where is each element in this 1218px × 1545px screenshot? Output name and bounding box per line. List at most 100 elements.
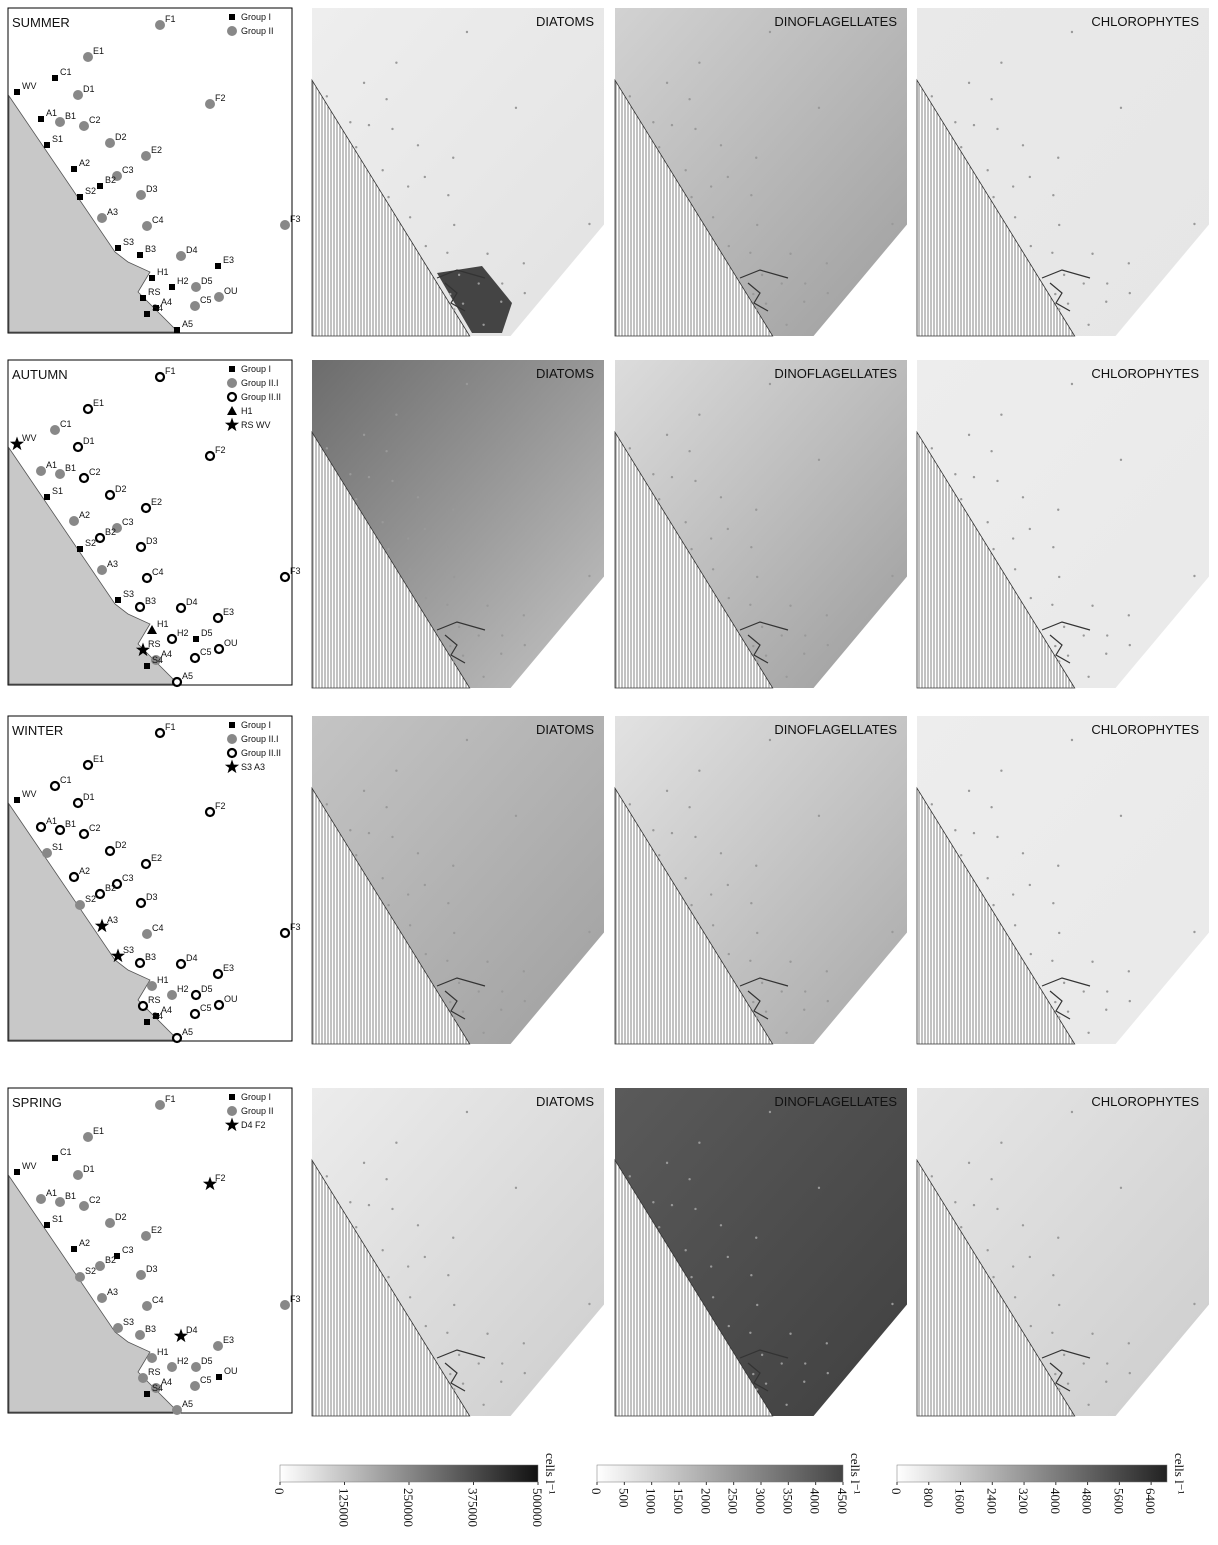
colorbar-tick-label: 5600 [1111, 1488, 1126, 1514]
station-marker [79, 1201, 89, 1211]
station-label: D1 [83, 436, 95, 446]
station-marker [70, 873, 78, 881]
station-dot [1014, 1296, 1016, 1298]
colorbar-tick-label: 0 [889, 1488, 904, 1495]
station-label: F3 [290, 1294, 301, 1304]
season-title: SUMMER [12, 15, 70, 30]
station-dot [453, 576, 455, 578]
station-dot [954, 829, 956, 831]
station-dot [368, 832, 370, 834]
station-dot [968, 82, 970, 84]
station-dot [666, 434, 668, 436]
station-dot [1012, 1265, 1014, 1267]
station-dot [1057, 865, 1059, 867]
colorbar-tick-label: 4000 [1048, 1488, 1063, 1514]
station-label: E1 [93, 398, 104, 408]
legend-symbol [228, 749, 236, 757]
station-dot [803, 653, 805, 655]
station-dot [818, 1187, 820, 1189]
station-dot [986, 169, 988, 171]
station-dot [515, 1187, 517, 1189]
station-dot [478, 1362, 480, 1364]
station-dot [381, 169, 383, 171]
station-label: S1 [52, 134, 63, 144]
station-dot [326, 1175, 328, 1177]
station-dot [501, 282, 503, 284]
station-label: S1 [52, 486, 63, 496]
station-label: B1 [65, 1191, 76, 1201]
station-dot [381, 877, 383, 879]
station-label: F2 [215, 801, 226, 811]
station-dot [688, 1178, 690, 1180]
map-title: CHLOROPHYTES [1091, 722, 1199, 737]
station-dot [694, 480, 696, 482]
station-label: D5 [201, 276, 213, 286]
station-label: B2 [105, 175, 116, 185]
station-dot [1106, 282, 1108, 284]
station-label: C3 [122, 517, 134, 527]
station-dot [750, 902, 752, 904]
station-dot [349, 1201, 351, 1203]
station-dot [1000, 62, 1002, 64]
station-dot [968, 1162, 970, 1164]
colorbar-tick-label: 0 [272, 1488, 287, 1495]
station-label: D4 [186, 245, 198, 255]
station-dot [671, 476, 673, 478]
station-label: E2 [151, 145, 162, 155]
station-label: D4 [186, 1325, 198, 1335]
station-marker [213, 1341, 223, 1351]
station-label: B2 [105, 1255, 116, 1265]
station-label: S4 [152, 655, 163, 665]
station-dot [355, 1226, 357, 1228]
station-dot [684, 169, 686, 171]
station-label: D5 [201, 1356, 213, 1366]
legend-label: Group II.II [241, 392, 281, 402]
station-dot [727, 884, 729, 886]
station-dot [1052, 546, 1054, 548]
station-dot [756, 1304, 758, 1306]
station-label: S4 [152, 1011, 163, 1021]
station-dot [446, 960, 448, 962]
station-marker [216, 1374, 222, 1380]
station-marker [144, 663, 150, 669]
legend-symbol [227, 378, 237, 388]
legend-label: Group I [241, 1092, 271, 1102]
station-label: B3 [145, 244, 156, 254]
station-marker [177, 604, 185, 612]
station-marker [191, 1010, 199, 1018]
station-dot [486, 961, 488, 963]
station-marker [115, 597, 121, 603]
station-label: S2 [85, 186, 96, 196]
station-marker [144, 311, 150, 317]
station-dot [1120, 107, 1122, 109]
station-marker [44, 1222, 50, 1228]
colorbar-tick-label: 2000 [698, 1488, 713, 1514]
station-label: E3 [223, 255, 234, 265]
station-label: OU [224, 994, 238, 1004]
station-dot [447, 1274, 449, 1276]
station-dot [1105, 1381, 1107, 1383]
station-dot [407, 893, 409, 895]
station-label: A3 [107, 915, 118, 925]
station-dot [452, 509, 454, 511]
station-dot [712, 216, 714, 218]
station-dot [931, 803, 933, 805]
station-dot [1030, 1325, 1032, 1327]
colorbar-tick-label: 0 [589, 1488, 604, 1495]
station-label: A5 [182, 1399, 193, 1409]
station-dot [769, 1111, 771, 1113]
legend-label: Group II [241, 26, 274, 36]
station-dot [458, 1354, 460, 1356]
station-dot [500, 653, 502, 655]
station-marker [74, 799, 82, 807]
station-label: C3 [122, 873, 134, 883]
station-dot [1106, 990, 1108, 992]
station-dot [478, 282, 480, 284]
station-dot [694, 128, 696, 130]
station-marker [167, 1362, 177, 1372]
station-marker [71, 166, 77, 172]
station-marker [79, 121, 89, 131]
station-dot [666, 82, 668, 84]
station-dot [385, 1178, 387, 1180]
station-dot [712, 568, 714, 570]
